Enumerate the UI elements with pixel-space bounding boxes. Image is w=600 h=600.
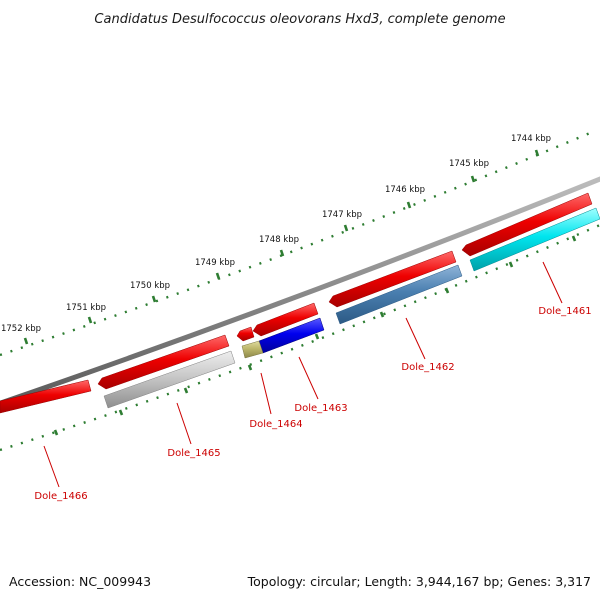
inner-tick bbox=[444, 287, 450, 294]
callout-line-1462 bbox=[405, 317, 426, 360]
callout-line-1464 bbox=[260, 372, 272, 415]
gene-dole-1464[interactable] bbox=[241, 340, 264, 359]
gene-dole-1465[interactable] bbox=[103, 350, 236, 409]
inner-tick bbox=[247, 364, 253, 371]
gene-arrow-1465-forward[interactable] bbox=[97, 334, 230, 390]
ruler-tick-1745 bbox=[470, 175, 476, 183]
callout-line-1466 bbox=[43, 445, 60, 488]
ruler-label-1745: 1745 kbp bbox=[449, 159, 489, 169]
inner-tick bbox=[571, 235, 577, 242]
gene-label-dole-1466[interactable]: Dole_1466 bbox=[34, 491, 87, 502]
ruler-label-1748: 1748 kbp bbox=[259, 235, 299, 245]
ruler-label-1747: 1747 kbp bbox=[322, 210, 362, 220]
gene-label-dole-1464[interactable]: Dole_1464 bbox=[249, 419, 302, 430]
inner-tick bbox=[314, 333, 320, 340]
map-title: Candidatus Desulfococcus oleovorans Hxd3… bbox=[94, 12, 505, 27]
ruler-tick-1750 bbox=[151, 295, 157, 303]
ruler-label-1746: 1746 kbp bbox=[385, 185, 425, 195]
gene-arrow-1466-forward[interactable] bbox=[0, 379, 92, 414]
gene-label-dole-1463[interactable]: Dole_1463 bbox=[294, 403, 347, 414]
gene-arrow-1462-forward[interactable] bbox=[328, 250, 457, 308]
inner-ruler bbox=[0, 223, 600, 452]
gene-label-dole-1465[interactable]: Dole_1465 bbox=[167, 448, 220, 459]
ruler-label-1750: 1750 kbp bbox=[130, 281, 170, 291]
ruler-tick-1752 bbox=[23, 337, 29, 345]
callout-line-1465 bbox=[176, 402, 192, 445]
ruler-label-1744: 1744 kbp bbox=[511, 134, 551, 144]
gene-arrow-1464-forward[interactable] bbox=[236, 326, 255, 342]
gene-arrow-1463-forward[interactable] bbox=[252, 302, 319, 337]
gene-label-dole-1462[interactable]: Dole_1462 bbox=[401, 362, 454, 373]
callout-line-1461 bbox=[542, 261, 563, 304]
inner-tick bbox=[508, 261, 514, 268]
inner-tick bbox=[118, 409, 124, 416]
ruler-label-1752: 1752 kbp bbox=[1, 324, 41, 334]
ruler-tick-1748 bbox=[279, 249, 285, 257]
inner-tick bbox=[379, 311, 385, 318]
ruler-tick-1749 bbox=[215, 272, 221, 280]
accession-text: Accession: NC_009943 bbox=[9, 574, 151, 589]
inner-tick bbox=[53, 429, 59, 436]
ruler-label-1751: 1751 kbp bbox=[66, 303, 106, 313]
gene-label-dole-1461[interactable]: Dole_1461 bbox=[538, 306, 591, 317]
forward-genes bbox=[0, 192, 593, 414]
feature-bands bbox=[103, 207, 600, 409]
inner-tick bbox=[183, 387, 189, 394]
ruler-tick-1751 bbox=[87, 316, 93, 324]
genome-summary-text: Topology: circular; Length: 3,944,167 bp… bbox=[247, 574, 591, 589]
gene-dole-1461[interactable] bbox=[469, 207, 600, 272]
ruler-tick-1744 bbox=[534, 149, 540, 157]
callout-lines bbox=[43, 261, 563, 488]
gene-arrow-1461-forward[interactable] bbox=[461, 192, 593, 257]
outer-ruler: 1744 kbp 1745 kbp 1746 kbp 1747 kbp 1748… bbox=[0, 131, 591, 357]
ruler-label-1749: 1749 kbp bbox=[195, 258, 235, 268]
genome-backbone bbox=[0, 176, 600, 406]
gene-dole-1462[interactable] bbox=[335, 264, 463, 325]
callout-line-1463 bbox=[298, 356, 319, 400]
ruler-tick-1746 bbox=[406, 201, 412, 209]
ruler-tick-1747 bbox=[343, 224, 349, 232]
